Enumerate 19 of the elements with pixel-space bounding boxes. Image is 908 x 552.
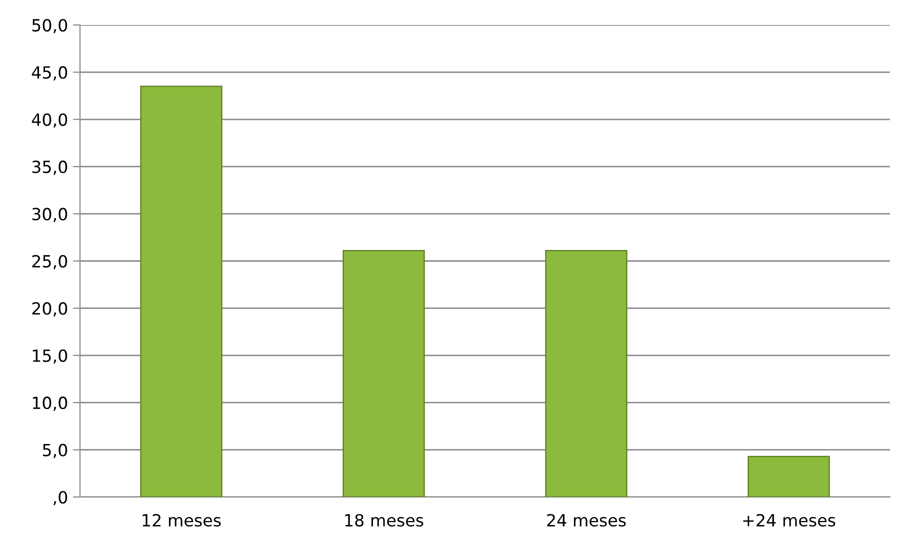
y-tick-label: 40,0: [32, 113, 68, 128]
y-tick-label: ,0: [54, 490, 68, 506]
bar: [748, 456, 830, 497]
y-tick-label: 30,0: [32, 208, 68, 222]
x-tick-label: 18 meses: [345, 514, 424, 527]
y-tick-label: 15,0: [32, 349, 68, 364]
y-tick-label: 10,0: [32, 396, 68, 411]
y-tick-label: 50,0: [32, 18, 68, 34]
y-tick-label: 35,0: [32, 160, 68, 175]
y-tick-label: 20,0: [32, 302, 68, 316]
bar: [342, 250, 425, 497]
y-tick-label: 5,0: [42, 444, 68, 458]
y-tick-label: 25,0: [32, 254, 68, 270]
y-tick-label: 45,0: [32, 66, 68, 80]
bar: [140, 86, 222, 497]
x-tick-label: +24 meses: [743, 514, 836, 527]
x-tick-label: 24 meses: [547, 514, 626, 527]
bar: [545, 250, 628, 497]
x-tick-label: 12 meses: [142, 514, 221, 527]
